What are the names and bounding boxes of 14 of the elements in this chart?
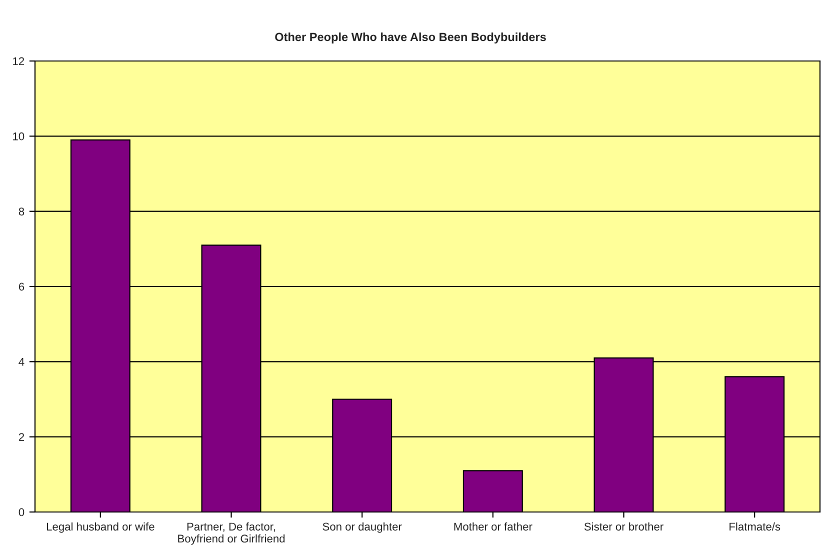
x-tick-label: Flatmate/s xyxy=(730,522,780,531)
x-tick-label: Son or daughter xyxy=(322,522,402,533)
y-tick-label: 10 xyxy=(13,132,24,140)
y-tick-label: 6 xyxy=(18,282,24,291)
y-tick-label: 4 xyxy=(18,358,24,366)
y-tick-label: 8 xyxy=(18,208,24,216)
x-tick-label: Sister or brother xyxy=(584,522,664,531)
y-tick-label: 0 xyxy=(18,508,24,516)
chart-title: Other People Who have Also Been Bodybuilders xyxy=(275,32,546,44)
x-tick-label: Partner, De factor, Boyfriend or Girlfriend xyxy=(178,522,285,545)
y-tick-label: 12 xyxy=(13,57,24,66)
y-tick-label: 2 xyxy=(18,433,24,441)
x-tick-label: Mother or father xyxy=(454,522,532,531)
x-tick-label: Legal husband or wife xyxy=(46,522,154,533)
